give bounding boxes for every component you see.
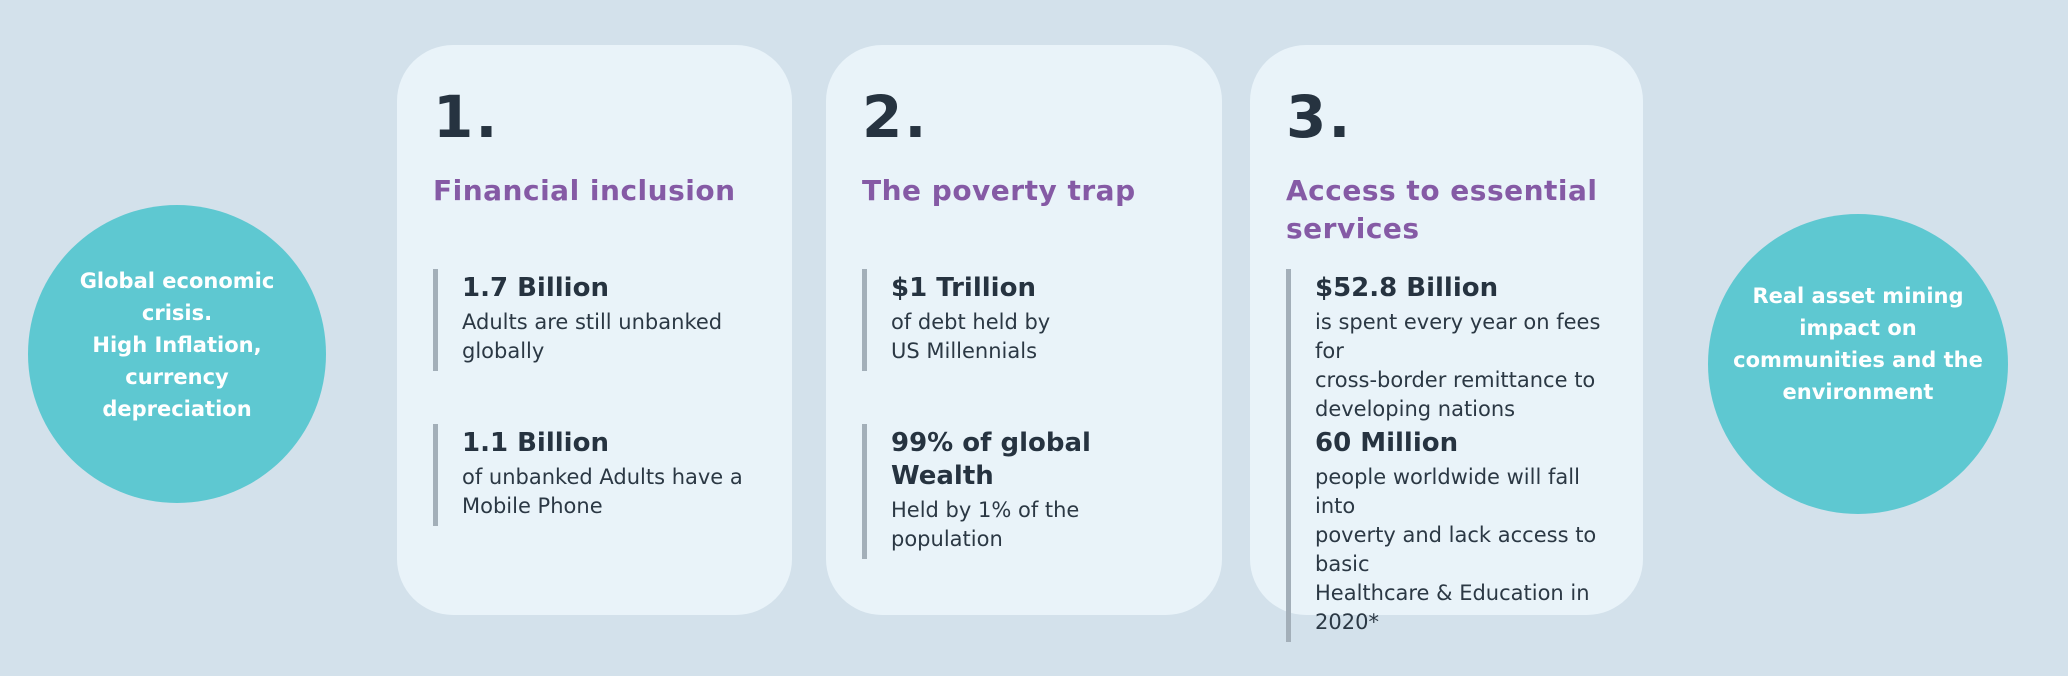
- stat-description: of unbanked Adults have a Mobile Phone: [462, 465, 743, 518]
- problem-card-2: 2. The poverty trap $1 Trillion of debt …: [826, 45, 1222, 615]
- problem-card-1: 1. Financial inclusion 1.7 Billion Adult…: [397, 45, 792, 615]
- card-heading: Access to essential services: [1286, 174, 1598, 245]
- card-heading: The poverty trap: [862, 174, 1136, 207]
- card-number: 1.: [433, 83, 500, 151]
- stat-value: 99% of global Wealth: [891, 428, 1091, 491]
- stat-value: 60 Million: [1315, 428, 1459, 458]
- card-number: 3.: [1286, 83, 1353, 151]
- stat-value: $52.8 Billion: [1315, 273, 1499, 303]
- right-highlight-circle: Real asset mining impact on communities …: [1708, 214, 2008, 514]
- stat-item: 1.1 Billion of unbanked Adults have a Mo…: [433, 424, 768, 526]
- stat-description: of debt held by US Millennials: [891, 310, 1051, 363]
- left-highlight-circle: Global economic crisis. High Inflation, …: [28, 205, 326, 503]
- stat-item: 60 Million people worldwide will fall in…: [1286, 424, 1619, 642]
- stat-value: $1 Trillion: [891, 273, 1036, 303]
- stat-value: 1.1 Billion: [462, 428, 609, 458]
- stat-value: 1.7 Billion: [462, 273, 609, 303]
- right-circle-text: Real asset mining impact on communities …: [1733, 284, 1983, 404]
- problem-card-3: 3. Access to essential services $52.8 Bi…: [1250, 45, 1643, 642]
- stat-description: is spent every year on fees for cross-bo…: [1315, 310, 1601, 421]
- card-number: 2.: [862, 83, 929, 151]
- card-heading: Financial inclusion: [433, 174, 736, 207]
- stat-item: $52.8 Billion is spent every year on fee…: [1286, 269, 1619, 429]
- left-circle-text: Global economic crisis. High Inflation, …: [79, 269, 275, 421]
- stat-item: 99% of global Wealth Held by 1% of the p…: [862, 424, 1198, 559]
- stat-description: Adults are still unbanked globally: [462, 310, 723, 363]
- stat-description: Held by 1% of the population: [891, 498, 1080, 551]
- stat-description: people worldwide will fall into poverty …: [1315, 465, 1597, 634]
- stat-item: $1 Trillion of debt held by US Millennia…: [862, 269, 1198, 371]
- stat-item: 1.7 Billion Adults are still unbanked gl…: [433, 269, 768, 371]
